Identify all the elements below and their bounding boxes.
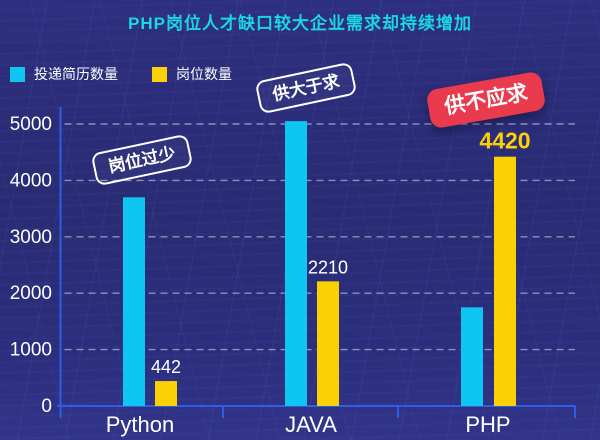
bar-resumes-java	[285, 121, 307, 407]
bar-resumes-python	[123, 197, 145, 406]
y-tick-label-4000: 4000	[10, 170, 52, 191]
legend-item-resumes: 投递简历数量	[10, 64, 118, 84]
jobs-legend-swatch	[152, 66, 167, 82]
chart-title: PHP岗位人才缺口较大企业需求却持续增加	[128, 14, 472, 33]
y-tick-label-1000: 1000	[10, 340, 52, 361]
bar-jobs-java	[317, 281, 339, 406]
category-label-java: JAVA	[285, 412, 337, 437]
bar-resumes-php	[461, 307, 483, 406]
category-label-php: PHP	[465, 412, 510, 437]
legend-item-jobs: 岗位数量	[152, 64, 232, 84]
bar-jobs-python	[155, 381, 177, 406]
category-label-python: Python	[106, 412, 175, 437]
value-label-2210: 2210	[308, 257, 348, 277]
jobs-legend-label: 岗位数量	[176, 66, 232, 82]
bar-jobs-php	[494, 156, 516, 406]
y-tick-label-5000: 5000	[10, 114, 52, 135]
legend: 投递简历数量 岗位数量	[10, 64, 232, 84]
resume-legend-label: 投递简历数量	[34, 66, 118, 82]
value-label-442: 442	[151, 357, 181, 377]
value-label-4420: 4420	[479, 128, 530, 154]
y-tick-label-2000: 2000	[10, 283, 52, 304]
y-tick-label-0: 0	[41, 396, 52, 417]
resume-legend-swatch	[10, 66, 25, 82]
y-tick-label-3000: 3000	[10, 227, 52, 248]
